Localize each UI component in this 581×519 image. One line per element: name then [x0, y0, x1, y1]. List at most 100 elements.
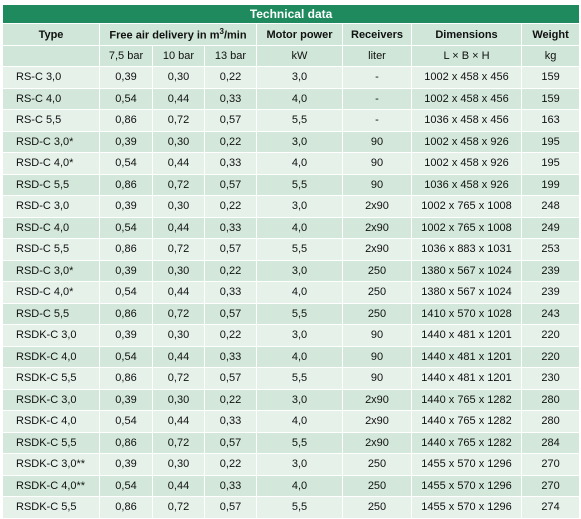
table-row: RSDK-C 3,0 0,39 0,30 0,22 3,0 90 1440 x 481 x …: [2, 324, 581, 347]
cell-weight: 243: [520, 302, 581, 325]
table-title: Technical data: [1, 4, 581, 24]
cell-type: RSD-C 4,0: [2, 216, 100, 239]
cell-type: RSDK-C 4,0**: [2, 474, 100, 497]
cell-weight: 280: [520, 410, 581, 433]
cell-fad-10-bar: 0,44: [152, 87, 205, 110]
cell-weight: 284: [520, 431, 581, 454]
cell-dimensions: 1440 x 481 x 1201: [411, 367, 522, 390]
cell-fad-13-bar: 0,33: [204, 152, 257, 175]
cell-receiver: 2x90: [342, 388, 412, 411]
subheader-weight-unit: kg: [520, 45, 581, 67]
cell-receiver: 250: [342, 474, 412, 497]
cell-type: RSD-C 5,5: [2, 238, 100, 261]
cell-fad-10-bar: 0,72: [152, 238, 205, 261]
cell-motor-power: 5,5: [256, 173, 343, 196]
cell-fad-7-5-bar: 0,86: [99, 496, 153, 519]
header-free-air-delivery: Free air delivery in m3/min: [99, 23, 257, 46]
cell-receiver: 2x90: [342, 195, 412, 218]
cell-receiver: 250: [342, 496, 412, 519]
cell-fad-13-bar: 0,33: [204, 87, 257, 110]
table-row: RSD-C 4,0 0,54 0,44 0,33 4,0 2x90 1002 x 765 x…: [2, 216, 581, 239]
cell-receiver: 250: [342, 281, 412, 304]
cell-fad-7-5-bar: 0,39: [99, 453, 153, 476]
cell-type: RSD-C 4,0*: [2, 152, 100, 175]
cell-fad-13-bar: 0,57: [204, 302, 257, 325]
cell-type: RSD-C 4,0*: [2, 281, 100, 304]
subheader-type-empty: [2, 45, 100, 67]
cell-fad-13-bar: 0,33: [204, 410, 257, 433]
cell-motor-power: 3,0: [256, 259, 343, 282]
table-row: RSD-C 3,0* 0,39 0,30 0,22 3,0 90 1002 x 458 x …: [2, 130, 581, 153]
cell-fad-10-bar: 0,72: [152, 109, 205, 132]
cell-fad-10-bar: 0,30: [152, 324, 205, 347]
cell-type: RS-C 5,5: [2, 109, 100, 132]
cell-dimensions: 1002 x 765 x 1008: [411, 216, 522, 239]
cell-dimensions: 1036 x 458 x 456: [411, 109, 522, 132]
cell-fad-10-bar: 0,30: [152, 66, 205, 89]
cell-type: RSDK-C 5,5: [2, 496, 100, 519]
cell-fad-13-bar: 0,33: [204, 216, 257, 239]
cell-receiver: 250: [342, 302, 412, 325]
cell-receiver: 90: [342, 367, 412, 390]
cell-fad-10-bar: 0,44: [152, 281, 205, 304]
table-row: RS-C 5,5 0,86 0,72 0,57 5,5-1036 x 458 x 456…: [2, 109, 581, 132]
cell-fad-7-5-bar: 0,86: [99, 431, 153, 454]
cell-receiver: -: [342, 66, 412, 89]
cell-fad-10-bar: 0,72: [152, 173, 205, 196]
cell-receiver: -: [342, 109, 412, 132]
cell-motor-power: 3,0: [256, 195, 343, 218]
cell-fad-13-bar: 0,22: [204, 324, 257, 347]
cell-weight: 163: [520, 109, 581, 132]
subheader-pressure-13: 13 bar: [204, 45, 257, 67]
cell-fad-10-bar: 0,44: [152, 474, 205, 497]
cell-fad-10-bar: 0,30: [152, 259, 205, 282]
cell-motor-power: 3,0: [256, 130, 343, 153]
cell-dimensions: 1036 x 458 x 926: [411, 173, 522, 196]
cell-weight: 248: [520, 195, 581, 218]
cell-dimensions: 1002 x 458 x 456: [411, 66, 522, 89]
table-row: RSD-C 5,5 0,86 0,72 0,57 5,5 2x90 1036 x 883 x…: [2, 238, 581, 261]
table-row: RSD-C 5,5 0,86 0,72 0,57 5,5 90 1036 x 458 x 9…: [2, 173, 581, 196]
cell-weight: 249: [520, 216, 581, 239]
cell-motor-power: 4,0: [256, 474, 343, 497]
cell-type: RSDK-C 5,5: [2, 431, 100, 454]
table-row: RSD-C 5,5 0,86 0,72 0,57 5,5 250 1410 x 570 x …: [2, 302, 581, 325]
cell-fad-10-bar: 0,30: [152, 453, 205, 476]
subheader-row: 7,5 bar 10 bar 13 bar kW liter L × B × H…: [2, 45, 581, 67]
cell-motor-power: 4,0: [256, 216, 343, 239]
cell-fad-10-bar: 0,72: [152, 496, 205, 519]
technical-data-table: Technical data Type Free air delivery in…: [1, 4, 581, 519]
cell-weight: 159: [520, 87, 581, 110]
cell-receiver: 2x90: [342, 216, 412, 239]
cell-fad-7-5-bar: 0,54: [99, 345, 153, 368]
cell-fad-7-5-bar: 0,86: [99, 302, 153, 325]
cell-type: RSD-C 3,0: [2, 195, 100, 218]
cell-fad-7-5-bar: 0,86: [99, 173, 153, 196]
cell-motor-power: 3,0: [256, 324, 343, 347]
cell-fad-10-bar: 0,72: [152, 302, 205, 325]
cell-fad-7-5-bar: 0,86: [99, 367, 153, 390]
subheader-pressure-10: 10 bar: [152, 45, 205, 67]
cell-type: RSD-C 5,5: [2, 173, 100, 196]
cell-fad-10-bar: 0,30: [152, 195, 205, 218]
header-free-air-suffix: /min: [223, 29, 247, 42]
header-free-air-superscript: 3: [219, 27, 224, 37]
cell-dimensions: 1410 x 570 x 1028: [411, 302, 522, 325]
cell-motor-power: 3,0: [256, 453, 343, 476]
cell-dimensions: 1440 x 765 x 1282: [411, 410, 522, 433]
cell-weight: 159: [520, 66, 581, 89]
cell-weight: 239: [520, 281, 581, 304]
cell-type: RSDK-C 5,5: [2, 367, 100, 390]
cell-motor-power: 5,5: [256, 496, 343, 519]
cell-fad-13-bar: 0,57: [204, 173, 257, 196]
cell-fad-7-5-bar: 0,54: [99, 410, 153, 433]
table-title-row: Technical data: [1, 4, 581, 24]
cell-weight: 253: [520, 238, 581, 261]
cell-receiver: 2x90: [342, 410, 412, 433]
cell-fad-13-bar: 0,57: [204, 238, 257, 261]
cell-fad-7-5-bar: 0,54: [99, 87, 153, 110]
cell-fad-7-5-bar: 0,39: [99, 66, 153, 89]
table-row: RSDK-C 5,5 0,86 0,72 0,57 5,5 90 1440 x 481 x …: [2, 367, 581, 390]
cell-type: RSD-C 5,5: [2, 302, 100, 325]
header-weight: Weight: [520, 23, 581, 46]
